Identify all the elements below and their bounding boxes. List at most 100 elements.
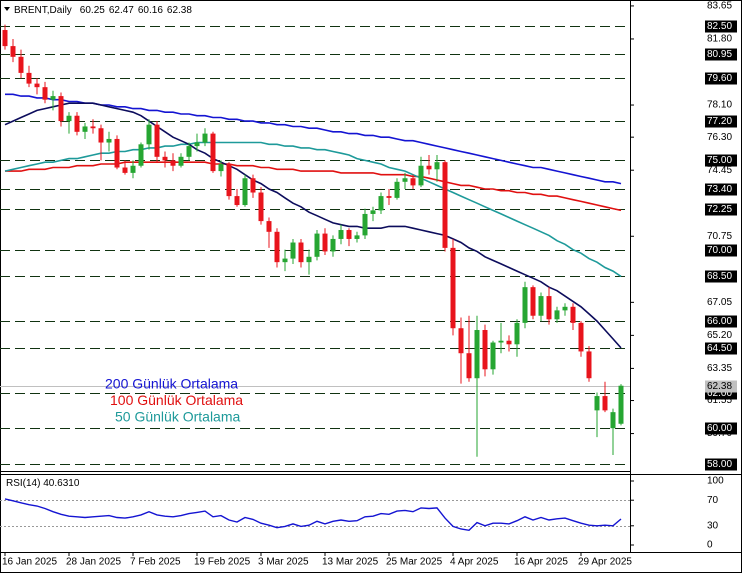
candle-body: [450, 247, 456, 329]
candle-body: [442, 162, 448, 248]
price-label: 62.38: [707, 381, 732, 392]
candle-body: [546, 296, 552, 320]
candle-body: [530, 287, 536, 316]
level-label: 66.00: [707, 316, 732, 327]
level-label: 79.60: [707, 73, 732, 84]
chart-header: BRENT,Daily 60.25 62.47 60.16 62.38: [14, 5, 192, 16]
candle-body: [602, 396, 608, 411]
level-label: 82.50: [707, 21, 732, 32]
header-value: 60.25: [80, 5, 105, 16]
level-label-box: [705, 315, 737, 328]
candle-body: [586, 351, 592, 379]
candle-body: [26, 72, 32, 84]
y-tick-label: 61.55: [707, 395, 732, 406]
level-label-box: [705, 154, 737, 167]
candle-body: [234, 196, 240, 206]
candle-body: [146, 124, 152, 145]
moving-average: [5, 93, 622, 185]
x-tick-label: 16 Apr 2025: [514, 557, 568, 568]
levels-layer: [0, 26, 630, 465]
y-tick-label: 81.80: [707, 34, 732, 45]
candle-body: [618, 385, 624, 424]
candle-body: [50, 96, 56, 100]
candle-body: [282, 258, 288, 263]
rsi-tick-label: 70: [707, 495, 719, 506]
level-label: 68.50: [707, 271, 732, 282]
candle-body: [18, 56, 24, 73]
moving-average: [5, 161, 622, 212]
rsi-tick-label: 0: [707, 540, 713, 551]
x-tick-label: 7 Feb 2025: [130, 557, 181, 568]
candle-body: [34, 83, 40, 88]
candle-body: [122, 167, 128, 173]
y-tick-label: 78.10: [707, 100, 732, 111]
candle-body: [2, 30, 8, 47]
candle-body: [130, 165, 136, 173]
candle-body: [114, 138, 120, 168]
candle-body: [210, 133, 216, 172]
candle-body: [394, 181, 400, 198]
rsi-title: RSI(14): [6, 478, 40, 489]
y-tick-label: 65.20: [707, 330, 732, 341]
candle-body: [170, 160, 176, 166]
x-tick-label: 19 Feb 2025: [194, 557, 251, 568]
candle-body: [178, 156, 184, 166]
candle-body: [298, 242, 304, 263]
candle-body: [594, 396, 600, 411]
moving-average: [4, 141, 622, 278]
candle-body: [274, 231, 280, 263]
level-label: 77.20: [707, 116, 732, 127]
candle-body: [554, 310, 560, 320]
level-label-box: [705, 183, 737, 196]
candle-body: [498, 340, 504, 343]
y-tick-label: 67.05: [707, 297, 732, 308]
candle-body: [266, 221, 272, 232]
candle-body: [202, 133, 208, 143]
candle-body: [138, 144, 144, 166]
candle-body: [242, 178, 248, 206]
x-tick-label: 13 Mar 2025: [322, 557, 379, 568]
y-tick-label: 74.45: [707, 165, 732, 176]
candle-body: [370, 210, 376, 214]
level-label-box: [705, 48, 737, 61]
level-label: 60.00: [707, 423, 732, 434]
level-label: 73.40: [707, 184, 732, 195]
candle-body: [194, 142, 200, 147]
plot-layer: [2, 24, 624, 457]
candle-body: [522, 287, 528, 323]
menu-arrow: [4, 7, 10, 11]
header-value: 62.38: [167, 5, 192, 16]
candle-body: [610, 412, 616, 429]
candle-body: [578, 322, 584, 352]
candle-body: [474, 330, 480, 379]
candle-body: [402, 178, 408, 182]
candle-body: [466, 353, 472, 379]
level-label-box: [705, 458, 737, 471]
candle-body: [426, 165, 432, 170]
y-tick-label: 63.35: [707, 363, 732, 374]
candle-body: [258, 192, 264, 222]
candle-body: [490, 342, 496, 370]
axis-layer: 83.65 81.80 78.10 76.30 74.45 70.75 67.05 65.20…: [630, 1, 737, 471]
candle-body: [362, 213, 368, 236]
candle-body: [562, 306, 568, 311]
x-tick-label: 3 Mar 2025: [258, 557, 309, 568]
candle-body: [506, 340, 512, 345]
chart-title: BRENT,Daily: [14, 5, 72, 16]
candle-body: [98, 128, 104, 143]
rsi-header: RSI(14) 40.6310: [6, 478, 80, 489]
candle-body: [482, 330, 488, 370]
candle-body: [314, 233, 320, 257]
candle-body: [346, 230, 352, 239]
candle-body: [74, 115, 80, 132]
candle-body: [162, 156, 168, 161]
candle-body: [226, 163, 232, 197]
legend-entry: 50 Günlük Ortalama: [115, 409, 240, 425]
candle-body: [330, 238, 336, 252]
candle-body: [338, 230, 344, 239]
candle-body: [82, 126, 88, 132]
candle-body: [66, 115, 72, 122]
level-label-box: [705, 115, 737, 128]
candle-body: [538, 296, 544, 316]
